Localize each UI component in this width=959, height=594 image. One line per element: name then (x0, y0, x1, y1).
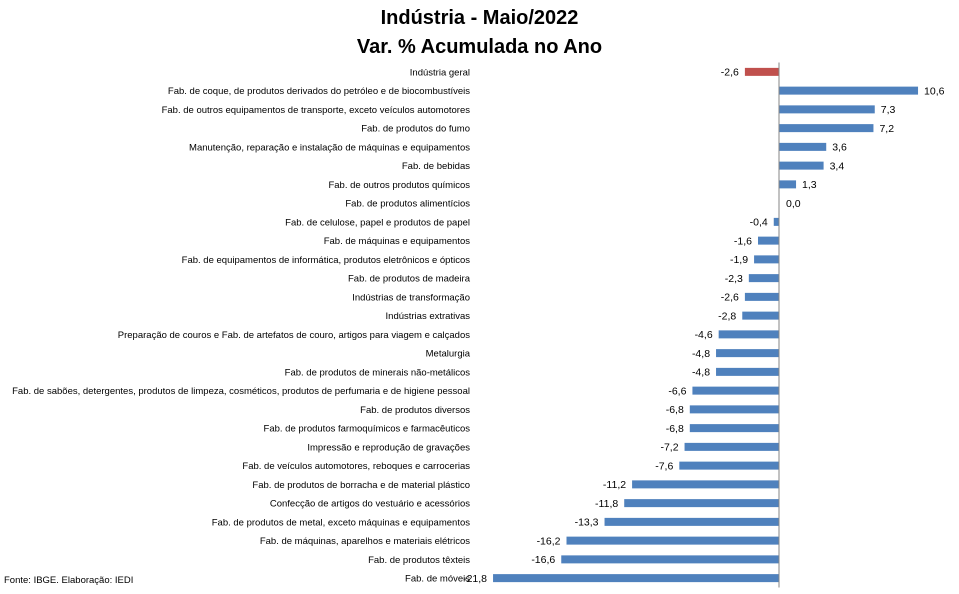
bar (744, 292, 779, 301)
category-label: Fab. de produtos têxteis (368, 555, 470, 566)
bar (624, 499, 779, 508)
category-label: Fab. de veículos automotores, reboques e… (242, 461, 470, 472)
category-label: Fab. de bebidas (402, 161, 470, 172)
data-label: -2,6 (721, 292, 739, 304)
bar (632, 480, 779, 489)
bar (773, 217, 779, 226)
data-label: -4,8 (692, 367, 710, 379)
data-label: -2,6 (721, 67, 739, 79)
category-label: Fab. de produtos diversos (360, 405, 470, 416)
bar (689, 424, 779, 433)
category-label: Fab. de coque, de produtos derivados do … (168, 86, 470, 97)
data-label: -2,8 (718, 310, 736, 322)
category-label: Fab. de produtos do fumo (361, 124, 470, 135)
data-label: 7,2 (879, 123, 894, 135)
category-label: Metalurgia (426, 349, 471, 360)
bar (779, 180, 797, 189)
bar (779, 86, 919, 95)
bar (716, 367, 779, 376)
category-label: Fab. de produtos de borracha e de materi… (252, 480, 470, 491)
data-label: -16,2 (537, 535, 561, 547)
data-label: -11,8 (595, 498, 618, 510)
data-label: -6,6 (668, 385, 686, 397)
category-label: Fab. de sabões, detergentes, produtos de… (12, 386, 470, 397)
bar (604, 517, 779, 526)
bar (561, 555, 779, 564)
category-label: Fab. de produtos de minerais não-metálic… (285, 367, 471, 378)
data-label: 7,3 (881, 104, 896, 116)
chart-subtitle: Var. % Acumulada no Ano (356, 36, 603, 58)
bar (758, 236, 779, 245)
bar (692, 386, 779, 395)
category-label: Indústrias extrativas (386, 311, 471, 322)
data-label: -6,8 (666, 423, 684, 435)
data-label: -2,3 (725, 273, 743, 285)
data-label: 0,0 (786, 198, 801, 210)
category-label: Fab. de outros produtos químicos (328, 180, 470, 191)
bar (742, 311, 779, 320)
category-label: Fab. de máquinas, aparelhos e materiais … (260, 536, 470, 547)
data-label: -16,6 (531, 554, 555, 566)
category-label: Fab. de produtos de metal, exceto máquin… (212, 517, 470, 528)
data-label: 1,3 (802, 179, 817, 191)
data-label: -1,9 (730, 254, 748, 266)
category-label: Fab. de máquinas e equipamentos (324, 236, 471, 247)
category-label: Indústria geral (410, 67, 470, 78)
bar (566, 536, 779, 545)
category-label: Fab. de produtos alimentícios (345, 199, 470, 210)
data-label: -4,8 (692, 348, 710, 360)
category-label: Fab. de outros equipamentos de transport… (162, 105, 471, 116)
chart-title: Indústria - Maio/2022 (380, 7, 579, 29)
bar (689, 405, 779, 414)
data-label: -21,8 (463, 573, 487, 585)
bar (779, 124, 874, 133)
category-label: Fab. de produtos farmoquímicos e farmacê… (264, 424, 471, 435)
bar (684, 442, 779, 451)
data-label: 3,4 (830, 160, 845, 172)
data-label: -6,8 (666, 404, 684, 416)
bar (744, 67, 779, 76)
data-label: 10,6 (924, 85, 945, 97)
category-label: Preparação de couros e Fab. de artefatos… (118, 330, 470, 341)
bar (748, 274, 779, 283)
category-label: Fab. de celulose, papel e produtos de pa… (285, 217, 470, 228)
bar (716, 349, 779, 358)
bar (679, 461, 779, 470)
source-note: Fonte: IBGE. Elaboração: IEDI (4, 575, 134, 586)
bar (779, 161, 824, 170)
bar (754, 255, 779, 264)
data-label: -7,2 (660, 442, 678, 454)
category-label: Impressão e reprodução de gravações (307, 442, 470, 453)
category-label: Manutenção, reparação e instalação de má… (189, 142, 470, 153)
data-label: -7,6 (655, 460, 673, 472)
category-label: Fab. de produtos de madeira (348, 274, 471, 285)
bar (779, 105, 875, 114)
category-label: Fab. de móveis (405, 574, 470, 585)
data-label: -13,3 (575, 517, 599, 529)
category-label: Fab. de equipamentos de informática, pro… (182, 255, 471, 266)
data-label: -4,6 (695, 329, 713, 341)
bar (493, 574, 779, 583)
data-label: 3,6 (832, 142, 847, 154)
bar (779, 142, 827, 151)
data-label: -1,6 (734, 235, 752, 247)
data-label: -0,4 (750, 217, 768, 229)
data-label: -11,2 (603, 479, 626, 491)
bar (718, 330, 779, 339)
category-label: Indústrias de transformação (352, 292, 470, 303)
category-label: Confecção de artigos do vestuário e aces… (270, 499, 470, 510)
